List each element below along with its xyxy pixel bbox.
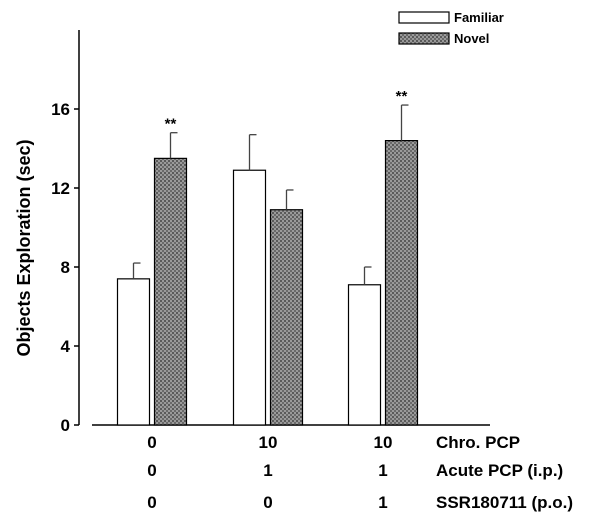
y-tick-label: 4 (61, 337, 71, 356)
treatment-row-label: SSR180711 (p.o.) (436, 493, 574, 512)
treatment-value: 1 (378, 493, 388, 512)
legend-swatch-familiar (398, 11, 450, 24)
bar-familiar (232, 169, 267, 426)
treatment-value: 0 (147, 493, 157, 512)
bar-familiar (347, 284, 382, 426)
treatment-value: 0 (147, 461, 157, 480)
legend-swatch-novel (398, 32, 450, 45)
bar-familiar (116, 278, 151, 426)
legend-label-novel: Novel (454, 31, 489, 46)
y-tick-label: 12 (51, 179, 70, 198)
legend-label-familiar: Familiar (454, 10, 504, 25)
bar-novel (384, 140, 419, 426)
treatment-value: 10 (258, 433, 278, 452)
treatment-row-label: Chro. PCP (436, 433, 521, 452)
y-axis-label: Objects Exploration (sec) (14, 139, 34, 356)
treatment-row-label: Acute PCP (i.p.) (436, 461, 564, 480)
y-tick-label: 8 (61, 258, 70, 277)
bar-novel (269, 209, 304, 426)
y-tick-label: 0 (61, 416, 70, 435)
treatment-value: 0 (263, 493, 273, 512)
bars: ** ** (116, 88, 419, 426)
significance-marker: ** (396, 88, 408, 105)
treatment-value: 10 (373, 433, 393, 452)
treatment-value: 0 (147, 433, 157, 452)
significance-marker: ** (165, 116, 177, 133)
legend: Familiar Novel (398, 10, 504, 46)
bar-novel (153, 157, 188, 426)
y-tick-label: 16 (51, 100, 70, 119)
treatment-value: 1 (263, 461, 273, 480)
treatment-value: 1 (378, 461, 388, 480)
